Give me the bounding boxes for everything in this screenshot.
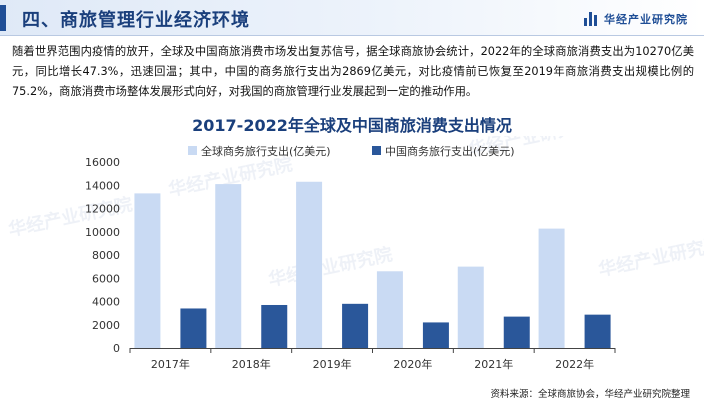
y-tick-label-8: 16000: [85, 156, 120, 169]
bar-0-1: [215, 184, 242, 348]
bar-0-0: [134, 193, 161, 348]
section-header: 四、商旅管理行业经济环境 华经产业研究院: [0, 0, 704, 36]
bar-1-0: [180, 308, 207, 348]
y-tick-label-7: 14000: [85, 179, 120, 192]
intro-paragraph: 随着世界范围内疫情的放开，全球及中国商旅消费市场发出复苏信号，据全球商旅协会统计…: [12, 45, 694, 98]
bar-0-2: [296, 181, 323, 348]
chart-title: 2017-2022年全球及中国商旅消费支出情况: [192, 116, 512, 135]
y-tick-label-5: 10000: [85, 226, 120, 239]
legend-label-1: 中国商务旅行支出(亿美元): [385, 144, 515, 158]
bar-1-2: [342, 303, 369, 348]
x-tick-label-2: 2019年: [313, 357, 352, 371]
bar-series: [134, 181, 611, 348]
legend-label-0: 全球商务旅行支出(亿美元): [201, 144, 331, 158]
chart-legend: 全球商务旅行支出(亿美元) 中国商务旅行支出(亿美元): [188, 144, 515, 158]
source-note: 资料来源：全球商旅协会，华经产业研究院整理: [490, 389, 690, 400]
y-tick-label-0: 0: [113, 342, 120, 355]
x-tick-label-1: 2018年: [232, 357, 271, 371]
bar-0-4: [457, 266, 484, 348]
x-tick-label-5: 2022年: [555, 357, 594, 371]
legend-swatch-1: [372, 146, 381, 155]
header-accent-bar: [0, 5, 6, 31]
bar-0-3: [376, 271, 403, 348]
bar-1-1: [261, 304, 288, 348]
bar-chart-icon: [584, 12, 598, 26]
y-tick-label-4: 8000: [92, 249, 120, 262]
watermark-4: 华经产业研究院: [266, 243, 394, 291]
y-tick-label-1: 2000: [92, 319, 120, 332]
legend-swatch-0: [188, 146, 197, 155]
bar-0-5: [538, 228, 565, 348]
x-tick-label-0: 2017年: [151, 357, 190, 371]
bar-1-3: [422, 322, 449, 348]
y-axis: 0 2000 4000 6000 8000 10000 12000 14000 16000: [85, 156, 120, 355]
header-divider: [0, 35, 704, 36]
watermark-2: 华经产业研究院: [596, 233, 704, 281]
x-axis: 2017年 2018年 2019年 2020年 2021年 2022年: [129, 348, 616, 371]
bar-1-5: [584, 314, 611, 348]
brand-logo: 华经产业研究院: [584, 10, 688, 28]
y-tick-label-3: 6000: [92, 272, 120, 285]
y-tick-label-2: 4000: [92, 296, 120, 309]
bar-1-4: [503, 316, 530, 348]
section-title: 四、商旅管理行业经济环境: [22, 10, 250, 31]
y-tick-label-6: 12000: [85, 203, 120, 216]
brand-name: 华经产业研究院: [604, 13, 688, 26]
x-tick-label-4: 2021年: [474, 357, 513, 371]
x-tick-label-3: 2020年: [393, 357, 432, 371]
